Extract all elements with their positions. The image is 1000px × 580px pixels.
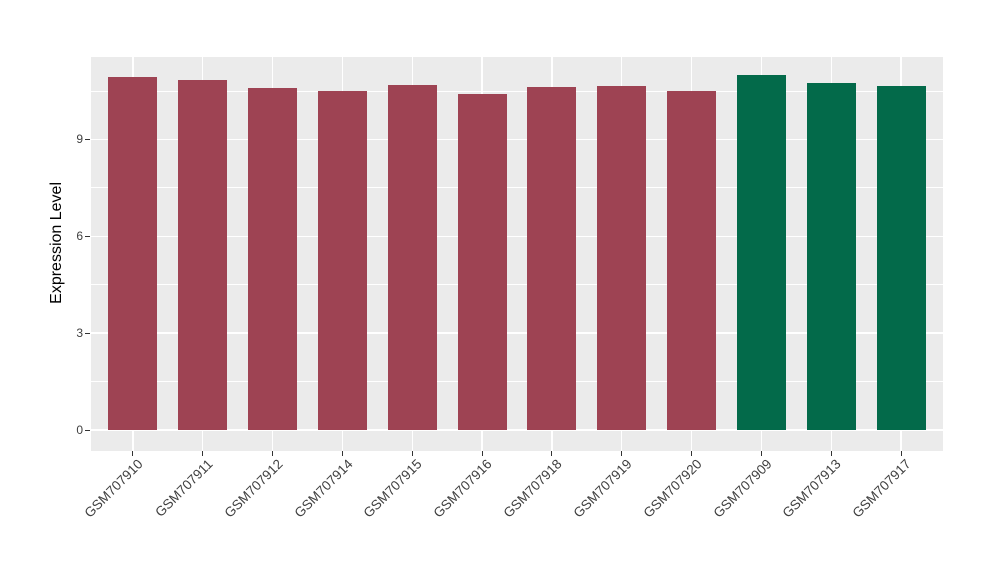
bar-GSM707915 xyxy=(387,85,437,430)
bar-GSM707917 xyxy=(876,85,926,430)
x-tick-label: GSM707912 xyxy=(221,456,286,521)
x-tick-mark xyxy=(132,451,134,456)
gridline-y-major xyxy=(91,429,943,431)
y-tick-mark xyxy=(85,138,90,140)
x-tick-label: GSM707917 xyxy=(849,456,914,521)
x-tick-mark xyxy=(341,451,343,456)
y-tick-mark xyxy=(85,235,90,237)
y-tick-label: 0 xyxy=(76,423,83,437)
x-tick-label: GSM707920 xyxy=(640,456,705,521)
bar-GSM707919 xyxy=(597,85,647,430)
gridline-y-major xyxy=(91,235,943,237)
gridline-y-minor xyxy=(91,187,943,189)
x-tick-label: GSM707910 xyxy=(81,456,146,521)
plot-panel xyxy=(91,57,943,451)
y-tick-mark xyxy=(85,332,90,334)
x-tick-mark xyxy=(202,451,204,456)
gridline-y-minor xyxy=(91,284,943,286)
x-tick-mark xyxy=(691,451,693,456)
x-tick-label: GSM707918 xyxy=(500,456,565,521)
x-tick-label: GSM707915 xyxy=(360,456,426,521)
bar-GSM707920 xyxy=(667,91,717,430)
bar-GSM707911 xyxy=(178,79,228,430)
y-tick-mark xyxy=(85,429,90,431)
x-tick-mark xyxy=(551,451,553,456)
x-tick-mark xyxy=(272,451,274,456)
bar-GSM707909 xyxy=(736,74,786,430)
x-tick-mark xyxy=(900,451,902,456)
x-tick-label: GSM707919 xyxy=(570,456,635,521)
x-tick-mark xyxy=(621,451,623,456)
bar-GSM707912 xyxy=(248,88,297,430)
y-tick-label: 3 xyxy=(76,326,83,341)
x-tick-label: GSM707916 xyxy=(430,456,495,521)
x-tick-label: GSM707914 xyxy=(291,456,356,521)
x-tick-mark xyxy=(411,451,413,456)
y-axis-title: Expression Level xyxy=(48,182,65,304)
gridline-y-minor xyxy=(91,381,943,382)
gridline-y-major xyxy=(91,138,943,141)
x-tick-label: GSM707913 xyxy=(779,456,845,521)
bar-GSM707910 xyxy=(108,77,158,430)
x-tick-mark xyxy=(481,451,483,456)
x-tick-label: GSM707911 xyxy=(152,456,216,520)
gridline-y-major xyxy=(91,332,943,334)
bar-GSM707914 xyxy=(317,90,367,430)
x-tick-label: GSM707909 xyxy=(710,456,775,521)
gridline-y-minor xyxy=(91,90,943,92)
y-tick-label: 6 xyxy=(76,229,83,244)
bar-GSM707913 xyxy=(806,83,856,430)
bar-GSM707918 xyxy=(527,87,577,430)
bar-GSM707916 xyxy=(457,94,507,430)
x-tick-mark xyxy=(830,451,832,456)
x-tick-mark xyxy=(760,451,762,456)
y-tick-label: 9 xyxy=(76,132,83,147)
